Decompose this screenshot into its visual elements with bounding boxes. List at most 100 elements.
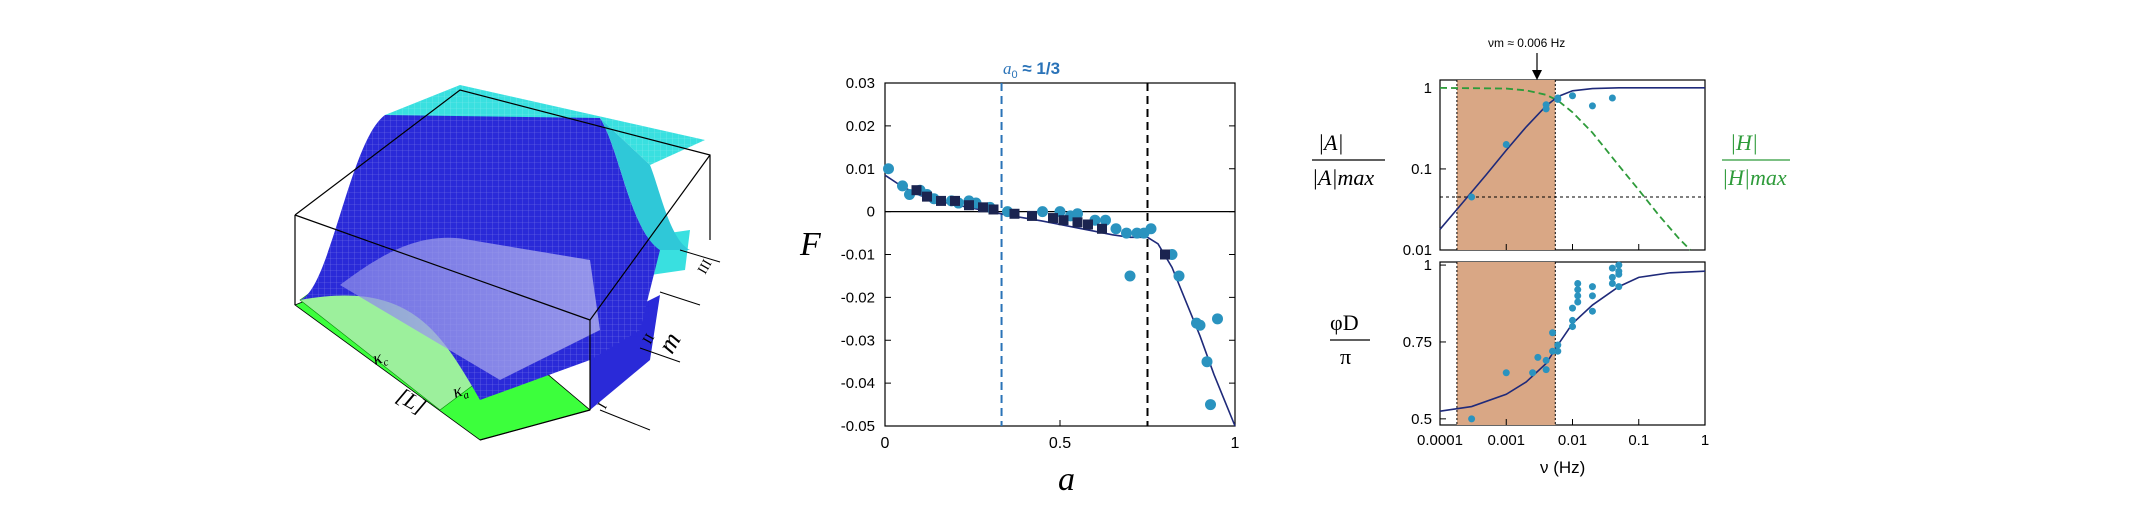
b-square-point	[950, 195, 960, 206]
b-circle-point	[1205, 399, 1216, 411]
c-top-point	[1502, 141, 1510, 149]
c-bottom-point	[1554, 347, 1562, 355]
c-bottom-point	[1588, 307, 1596, 315]
b-square-point	[936, 195, 946, 206]
c-top-y-tick-label: 1	[1424, 80, 1432, 97]
nu-m-arrowhead	[1532, 70, 1542, 80]
b-circle-point	[1124, 270, 1136, 282]
c-x-tick-label: 0.0001	[1417, 432, 1463, 449]
c-bottom-point	[1569, 304, 1576, 312]
b-x-tick-label: 0	[881, 435, 890, 452]
b-circle-point	[1173, 270, 1185, 282]
c-bottom-point	[1615, 270, 1623, 278]
c-top-point	[1569, 92, 1576, 100]
b-circle-point	[1037, 206, 1048, 218]
b-circle-point	[1212, 313, 1223, 325]
c-top-point	[1608, 94, 1616, 102]
b-x-tick-label: 1	[1231, 435, 1240, 452]
c-top-y-tick-label: 0.1	[1411, 161, 1432, 178]
c-bottom-point	[1615, 283, 1623, 291]
b-y-tick-label: 0.01	[846, 161, 875, 178]
c-bottom-shaded-band	[1456, 262, 1556, 425]
panel-b-plot-frame	[884, 82, 1236, 427]
b-y-tick-label: 0.03	[846, 75, 875, 92]
svg-text:|A|: |A|	[1318, 130, 1344, 155]
b-square-point	[1072, 217, 1083, 228]
svg-text:φD: φD	[1330, 310, 1359, 335]
c-bottom-point	[1569, 316, 1576, 324]
b-circle-point	[897, 180, 908, 192]
c-x-label: ν (Hz)	[1540, 458, 1585, 477]
c-top-point	[1554, 95, 1562, 103]
b-square-point	[1009, 208, 1020, 219]
c-x-tick-label: 0.001	[1487, 432, 1525, 449]
c-top-right-ylabel: |H| |H|max	[1722, 130, 1790, 190]
b-circle-point	[1201, 356, 1213, 368]
b-square-point	[1160, 249, 1170, 260]
c-bottom-y-tick-label: 1	[1424, 257, 1432, 274]
c-top-point	[1588, 102, 1596, 110]
b-circle-point	[1110, 223, 1122, 235]
svg-text:π: π	[1340, 344, 1351, 369]
b-y-tick-label: -0.04	[841, 375, 875, 392]
panel-a-surface-plot: κc κa [L] m I II III	[294, 85, 721, 441]
c-bottom-point	[1502, 369, 1510, 377]
b-circle-point	[883, 163, 894, 175]
b-circle-point	[1145, 223, 1157, 235]
panel-b-y-label: F	[799, 226, 822, 263]
c-bottom-fit-curve	[1439, 270, 1706, 412]
b-circle-point	[1072, 208, 1083, 220]
panel-c-chart: |A| |A|max |H| |H|max φD π ν (Hz) νm ≈ 0…	[1312, 36, 1790, 477]
nu-m-annotation: νm ≈ 0.006 Hz	[1488, 36, 1565, 50]
c-bottom-point	[1542, 356, 1550, 364]
region-iii-label: III	[695, 257, 715, 277]
region-i-label: I	[595, 400, 610, 412]
c-top-y-tick-label: 0.01	[1403, 242, 1432, 259]
b-square-point	[964, 200, 974, 211]
c-bottom-point	[1615, 261, 1623, 269]
c-bottom-ylabel: φD π	[1330, 310, 1370, 369]
c-bottom-y-tick-label: 0.5	[1411, 411, 1432, 428]
c-bottom-point	[1574, 292, 1582, 300]
b-square-point	[988, 204, 999, 215]
b-square-point	[911, 185, 922, 196]
c-x-tick-label: 0.01	[1558, 432, 1587, 449]
c-bottom-point	[1608, 264, 1616, 272]
m-axis-label: m	[652, 327, 687, 358]
b-square-point	[922, 191, 932, 202]
c-x-tick-label: 0.1	[1628, 432, 1649, 449]
svg-text:|A|max: |A|max	[1312, 165, 1374, 190]
b-square-point	[1027, 210, 1037, 221]
c-bottom-point	[1588, 283, 1596, 291]
c-top-left-ylabel: |A| |A|max	[1312, 130, 1385, 190]
c-bottom-point	[1574, 280, 1582, 288]
c-x-tick-label: 1	[1701, 432, 1709, 449]
surface-lavender-part	[340, 237, 600, 380]
b-y-tick-label: -0.01	[841, 247, 875, 264]
b-x-tick-label: 0.5	[1049, 435, 1071, 452]
c-bottom-point	[1574, 286, 1582, 294]
b-y-tick-label: -0.02	[841, 289, 875, 306]
c-bottom-point	[1549, 329, 1557, 337]
c-bottom-y-tick-label: 0.75	[1403, 334, 1432, 351]
c-bottom-point	[1542, 366, 1550, 374]
b-square-point	[1048, 213, 1058, 224]
c-bottom-point	[1574, 298, 1582, 306]
c-bottom-point	[1529, 369, 1537, 377]
c-bottom-point	[1534, 353, 1542, 361]
c-bottom-point	[1608, 273, 1616, 281]
b-circle-point	[1194, 319, 1206, 331]
svg-text:|H|max: |H|max	[1722, 165, 1787, 190]
panel-b-chart: F a a0 ≈ 1/3 0.03 0.02 0.01 0 -0.01 -0.02 -0.0…	[799, 59, 1240, 498]
c-bottom-point	[1554, 341, 1562, 349]
b-square-point	[1097, 223, 1107, 234]
c-top-point	[1542, 101, 1550, 109]
c-top-point	[1468, 193, 1476, 201]
panel-b-x-label: a	[1058, 461, 1075, 498]
b-circle-point	[1100, 214, 1111, 226]
c-top-green-curve	[1439, 86, 1691, 251]
c-bottom-point	[1468, 415, 1476, 423]
c-top-shaded-band	[1456, 80, 1556, 250]
b-y-tick-label: -0.05	[841, 418, 875, 435]
b-y-tick-label: -0.03	[841, 332, 875, 349]
